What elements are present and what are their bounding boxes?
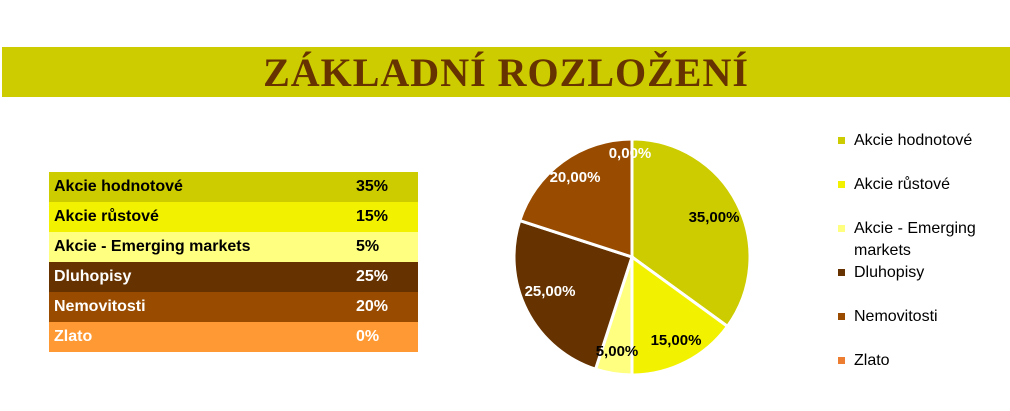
row-value: 35% (356, 178, 389, 195)
legend-label: Akcie hodnotové (854, 132, 973, 149)
data-label: 35,00% (689, 209, 740, 226)
row-value: 15% (356, 208, 389, 225)
row-label: Akcie růstové (54, 208, 159, 225)
row-label: Akcie - Emerging markets (54, 238, 251, 255)
row-value: 25% (356, 268, 389, 285)
legend-label: Dluhopisy (854, 264, 925, 281)
legend-swatch (838, 225, 845, 232)
legend-label: Zlato (854, 352, 890, 369)
row-value: 20% (356, 298, 389, 315)
pie-slice (630, 254, 730, 377)
data-label: 0,00% (609, 145, 652, 162)
row-value: 5% (356, 238, 380, 255)
pie-slice (630, 137, 752, 329)
legend-item: Akcie růstové (838, 174, 1004, 196)
legend-swatch (838, 137, 845, 144)
legend-label: Nemovitosti (854, 308, 938, 325)
legend-swatch (838, 269, 845, 276)
legend-label: Akcie růstové (854, 176, 951, 193)
legend-item: Dluhopisy (838, 262, 1004, 284)
row-label: Nemovitosti (54, 298, 146, 315)
data-label: 20,00% (550, 169, 601, 186)
title-band: ZÁKLADNÍ ROZLOŽENÍ (2, 47, 1010, 97)
table-row: Nemovitosti 20% (49, 292, 418, 322)
legend-label: Akcie - Emerging markets (854, 220, 976, 259)
legend-item: Akcie hodnotové (838, 130, 1004, 152)
legend-swatch (838, 313, 845, 320)
legend-item: Zlato (838, 350, 1004, 372)
data-label: 25,00% (525, 283, 576, 300)
table-row: Akcie růstové 15% (49, 202, 418, 232)
data-label: 5,00% (596, 343, 639, 360)
pie-slice (517, 137, 634, 260)
table-row: Dluhopisy 25% (49, 262, 418, 292)
row-label: Zlato (54, 328, 93, 345)
legend-item: Nemovitosti (838, 306, 1004, 328)
data-label: 15,00% (651, 332, 702, 349)
table-row: Akcie - Emerging markets 5% (49, 232, 418, 262)
legend-swatch (838, 357, 845, 364)
row-label: Akcie hodnotové (54, 178, 183, 195)
legend-item: Akcie - Emerging markets (838, 218, 1004, 262)
pie-slice (512, 218, 634, 372)
row-value: 0% (356, 328, 380, 345)
table-row: Zlato 0% (49, 322, 418, 352)
allocation-table: Akcie hodnotové 35% Akcie růstové 15% Akcie … (49, 172, 418, 352)
table-row: Akcie hodnotové 35% (49, 172, 418, 202)
page-title: ZÁKLADNÍ ROZLOŽENÍ (263, 50, 749, 95)
legend-swatch (838, 181, 845, 188)
row-label: Dluhopisy (54, 268, 132, 285)
